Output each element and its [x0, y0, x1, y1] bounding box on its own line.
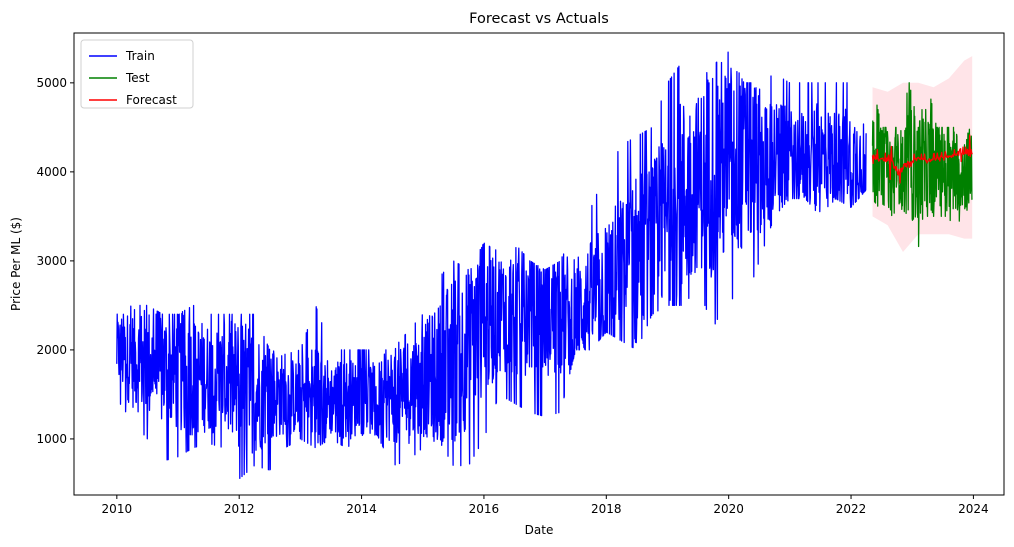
- y-tick-label: 4000: [36, 165, 67, 179]
- x-tick-label: 2010: [102, 502, 133, 516]
- x-tick-label: 2024: [958, 502, 989, 516]
- x-tick-label: 2022: [836, 502, 867, 516]
- y-tick-label: 5000: [36, 76, 67, 90]
- y-tick-label: 1000: [36, 432, 67, 446]
- y-tick-label: 2000: [36, 343, 67, 357]
- legend-label-test: Test: [125, 71, 150, 85]
- legend: Train Test Forecast: [80, 39, 194, 109]
- x-tick-label: 2016: [469, 502, 500, 516]
- y-axis-label: Price Per ML ($): [9, 217, 23, 311]
- legend-label-forecast: Forecast: [126, 93, 177, 107]
- y-tick-label: 3000: [36, 254, 67, 268]
- series-line-train: [116, 51, 867, 480]
- series-line-test: [871, 82, 973, 248]
- plot-area: [116, 51, 973, 480]
- x-axis-label: Date: [525, 523, 554, 537]
- x-tick-label: 2018: [591, 502, 622, 516]
- x-tick-label: 2014: [346, 502, 377, 516]
- x-tick-label: 2012: [224, 502, 255, 516]
- plot-frame: [73, 32, 1005, 496]
- x-tick-label: 2020: [713, 502, 744, 516]
- legend-box: [80, 39, 194, 109]
- chart-title: Forecast vs Actuals: [469, 11, 609, 27]
- legend-label-train: Train: [125, 49, 155, 63]
- series-line-forecast: [871, 134, 973, 184]
- axes: 2010 2012 2014 2016 2018 2020 2022 2024 1000 2000…: [36, 32, 1005, 516]
